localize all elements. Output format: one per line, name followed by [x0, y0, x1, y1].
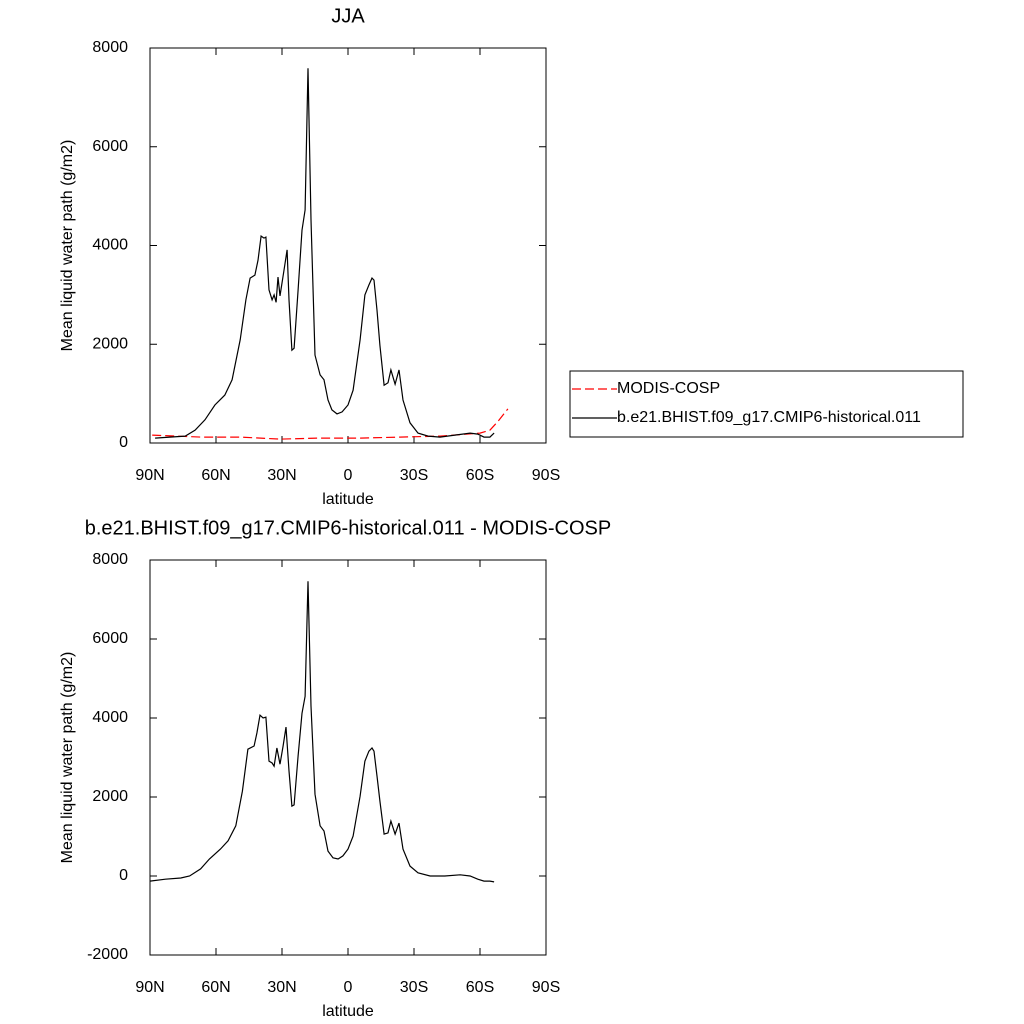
x-tick-label: 60S	[466, 979, 494, 996]
x-tick-label: 90S	[532, 467, 560, 484]
y-tick-label: 0	[119, 867, 128, 884]
y-tick-label: 6000	[92, 138, 128, 155]
chart-title: b.e21.BHIST.f09_g17.CMIP6-historical.011…	[85, 517, 612, 539]
x-tick-label: 0	[344, 979, 353, 996]
x-tick-label: 30N	[267, 467, 296, 484]
x-tick-label: 0	[344, 467, 353, 484]
data-line	[152, 408, 509, 440]
y-tick-label: -2000	[87, 946, 128, 963]
y-tick-label: 4000	[92, 709, 128, 726]
plot-frame	[149, 47, 547, 444]
legend-label: b.e21.BHIST.f09_g17.CMIP6-historical.011	[617, 409, 921, 426]
y-axis-label: Mean liquid water path (g/m2)	[59, 140, 76, 352]
x-axis-label: latitude	[322, 1003, 374, 1020]
y-tick-label: 6000	[92, 630, 128, 647]
x-tick-label: 30N	[267, 979, 296, 996]
x-tick-label: 60N	[201, 467, 230, 484]
x-tick-label: 30S	[400, 979, 428, 996]
y-tick-label: 8000	[92, 39, 128, 56]
x-tick-label: 90N	[135, 467, 164, 484]
plot-frame	[149, 559, 547, 956]
x-tick-label: 90S	[532, 979, 560, 996]
y-axis-label: Mean liquid water path (g/m2)	[59, 652, 76, 864]
y-tick-label: 4000	[92, 237, 128, 254]
y-tick-label: 8000	[92, 551, 128, 568]
x-tick-label: 60S	[466, 467, 494, 484]
legend-label: MODIS-COSP	[617, 380, 720, 397]
chart-title: JJA	[331, 5, 365, 27]
y-tick-label: 0	[119, 434, 128, 451]
x-tick-label: 30S	[400, 467, 428, 484]
y-tick-label: 2000	[92, 788, 128, 805]
x-tick-label: 60N	[201, 979, 230, 996]
x-axis-label: latitude	[322, 491, 374, 508]
data-line	[155, 68, 495, 439]
y-tick-label: 2000	[92, 335, 128, 352]
x-tick-label: 90N	[135, 979, 164, 996]
legend-box	[569, 370, 964, 438]
data-line	[149, 581, 495, 883]
